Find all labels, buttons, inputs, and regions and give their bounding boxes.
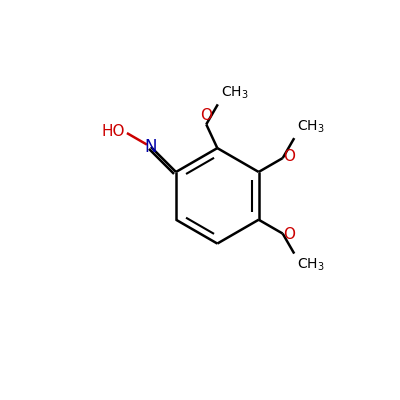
- Text: O: O: [283, 227, 295, 242]
- Text: CH$_3$: CH$_3$: [221, 85, 248, 101]
- Text: O: O: [200, 108, 212, 123]
- Text: HO: HO: [102, 124, 125, 139]
- Text: N: N: [145, 138, 157, 156]
- Text: O: O: [283, 149, 295, 164]
- Text: CH$_3$: CH$_3$: [297, 119, 325, 135]
- Text: CH$_3$: CH$_3$: [297, 257, 325, 273]
